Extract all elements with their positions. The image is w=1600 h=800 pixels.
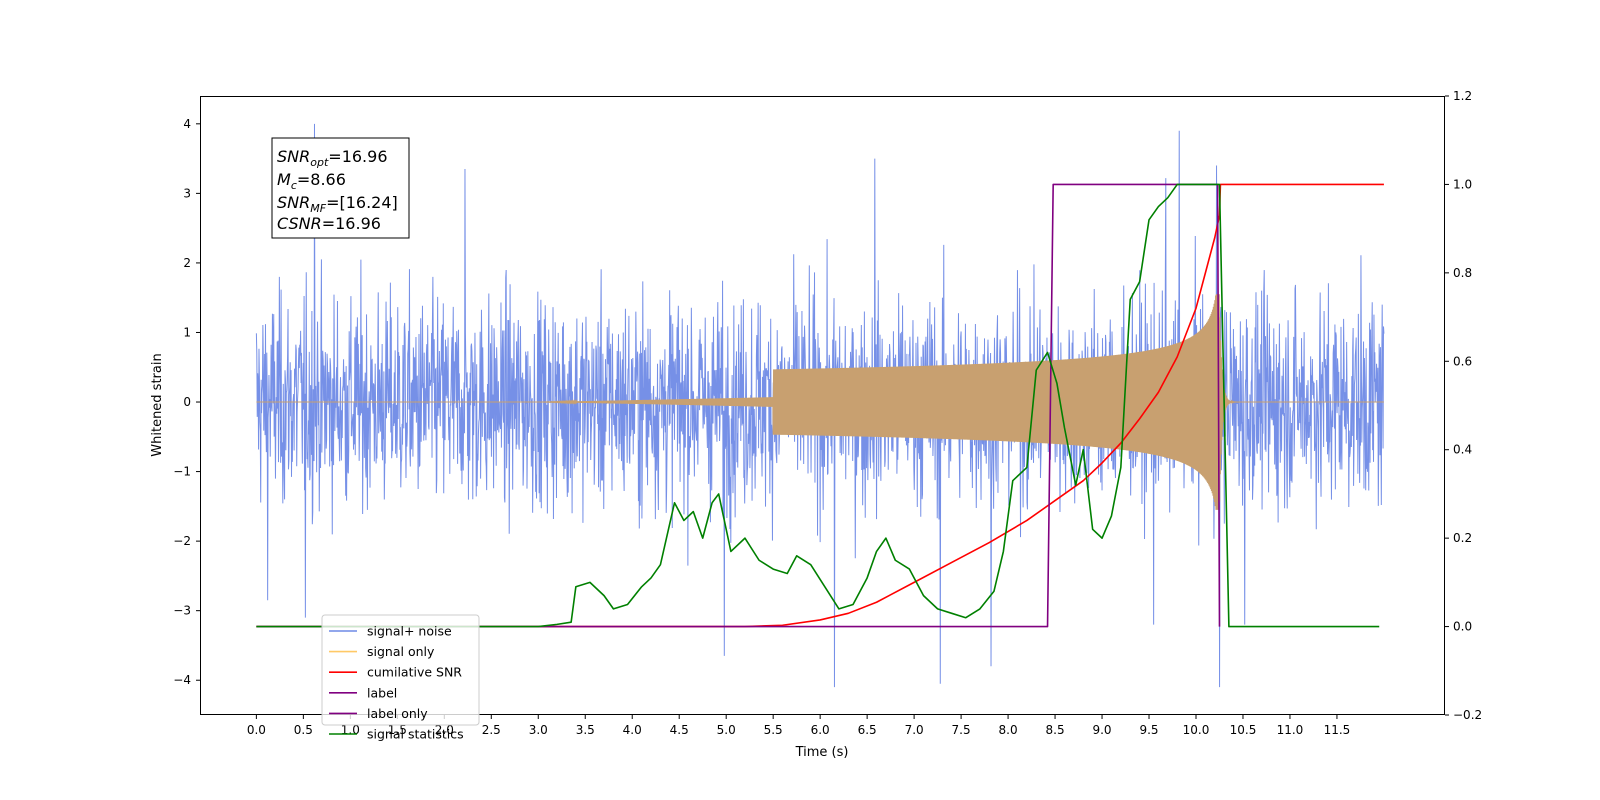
x-tick-label: 6.5 xyxy=(858,723,877,737)
legend-label: signal+ noise xyxy=(367,624,452,639)
y-tick-label: −2 xyxy=(173,534,191,548)
y-tick-label: −1 xyxy=(173,465,191,479)
x-tick-label: 0.5 xyxy=(294,723,313,737)
y-tick-label: 4 xyxy=(183,117,191,131)
x-tick-label: 11.5 xyxy=(1324,723,1351,737)
legend-label: label only xyxy=(367,706,428,721)
series-layer xyxy=(255,123,1385,688)
annotation-box: SNRopt=16.96 Mc=8.66 SNRMF=[16.24] CSNR=… xyxy=(271,137,410,239)
x-tick-label: 5.0 xyxy=(717,723,736,737)
y2-tick-label: 0.4 xyxy=(1453,443,1472,457)
x-tick-label: 7.5 xyxy=(952,723,971,737)
x-tick-label: 3.5 xyxy=(576,723,595,737)
series-cumilative-snr-line xyxy=(256,183,1384,628)
x-tick-label: 8.0 xyxy=(999,723,1018,737)
x-tick-label: 9.5 xyxy=(1139,723,1158,737)
y-tick-label: 3 xyxy=(183,186,191,200)
y2-tick-label: 0.2 xyxy=(1453,531,1472,545)
y-axis-label: Whitened strain xyxy=(150,353,165,456)
x-axis: 0.0 0.5 1.0 1.5 2.0 2.5 3.0 3.5 4.0 4.5 5.0 5.5 6.0 6… xyxy=(247,715,1350,737)
x-tick-label: 2.5 xyxy=(482,723,501,737)
x-tick-label: 8.5 xyxy=(1046,723,1065,737)
y2-tick-label: 0.0 xyxy=(1453,620,1472,634)
legend-label: signal statistics xyxy=(367,727,464,742)
x-tick-label: 11.0 xyxy=(1277,723,1304,737)
y2-tick-label: 0.6 xyxy=(1453,354,1472,368)
x-tick-label: 4.0 xyxy=(623,723,642,737)
legend-label: signal only xyxy=(367,644,435,659)
y-tick-label: −4 xyxy=(173,673,191,687)
y-axis-left: −4 −3 −2 −1 0 1 2 3 4 xyxy=(173,117,200,687)
legend-label: label xyxy=(367,685,397,700)
x-tick-label: 4.5 xyxy=(670,723,689,737)
x-tick-label: 5.5 xyxy=(764,723,783,737)
y-axis-right: −0.2 0.0 0.2 0.4 0.6 0.8 1.0 1.2 xyxy=(1445,89,1482,722)
y-tick-label: 1 xyxy=(183,325,191,339)
x-tick-label: 10.5 xyxy=(1230,723,1257,737)
x-tick-label: 1.5 xyxy=(388,723,407,737)
x-tick-label: 2.0 xyxy=(435,723,454,737)
series-signal-statistics-line xyxy=(256,183,1380,628)
legend: signal+ noise signal only cumilative SNR la… xyxy=(321,614,480,742)
annotation-line: SNRMF=[16.24] xyxy=(277,193,398,215)
x-tick-label: 10.0 xyxy=(1183,723,1210,737)
legend-label: cumilative SNR xyxy=(367,665,462,680)
x-tick-label: 3.0 xyxy=(529,723,548,737)
y2-tick-label: 1.0 xyxy=(1453,177,1472,191)
x-tick-label: 7.0 xyxy=(905,723,924,737)
annotation-frame xyxy=(271,137,410,239)
annotation-line: SNRopt=16.96 xyxy=(277,147,388,169)
series-signal-only-line xyxy=(256,294,1384,510)
legend-frame xyxy=(321,614,480,726)
annotation-line: Mc=8.66 xyxy=(277,170,346,192)
y2-tick-label: 1.2 xyxy=(1453,89,1472,103)
series-label-line xyxy=(256,183,1221,628)
x-tick-label: 6.0 xyxy=(811,723,830,737)
y-tick-label: −3 xyxy=(173,604,191,618)
y2-tick-label: −0.2 xyxy=(1453,708,1482,722)
y2-tick-label: 0.8 xyxy=(1453,266,1472,280)
x-tick-label: 0.0 xyxy=(247,723,266,737)
x-tick-label: 9.0 xyxy=(1092,723,1111,737)
y-tick-label: 0 xyxy=(183,395,191,409)
annotation-line: CSNR=16.96 xyxy=(277,214,381,233)
y-tick-label: 2 xyxy=(183,256,191,270)
x-axis-label: Time (s) xyxy=(795,745,849,760)
plot-frame xyxy=(200,96,1445,715)
